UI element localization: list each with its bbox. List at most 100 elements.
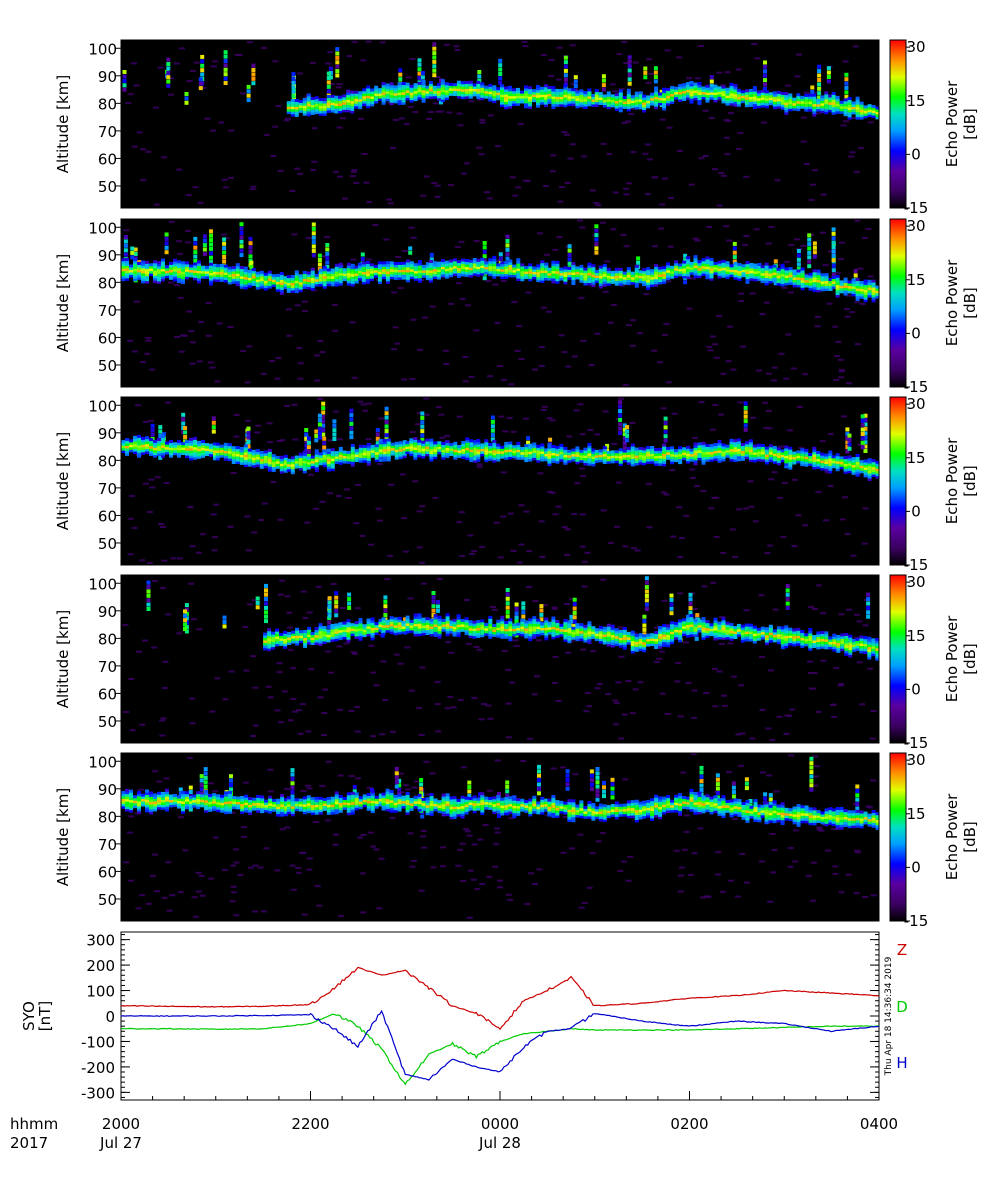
heatmap-cell [625, 182, 632, 185]
heatmap-cell [330, 460, 335, 464]
heatmap-cell [788, 244, 795, 246]
heatmap-cell [335, 86, 342, 89]
heatmap-cell [386, 441, 391, 444]
heatmap-cell [602, 281, 607, 285]
heatmap-cell [326, 275, 331, 279]
heatmap-cell [602, 283, 607, 287]
heatmap-cell [438, 413, 445, 416]
heatmap-cell [420, 424, 425, 429]
heatmap-cell [583, 455, 588, 459]
heatmap-cell [658, 266, 663, 270]
heatmap-cell [581, 155, 587, 158]
heatmap-cell [123, 252, 128, 257]
heatmap-cell [626, 106, 631, 110]
heatmap-cell [393, 85, 398, 89]
heatmap-cell [658, 97, 663, 101]
heatmap-cell [544, 89, 548, 93]
heatmap-cell [165, 451, 169, 455]
heatmap-cell [544, 270, 549, 274]
heatmap-cell [606, 267, 611, 271]
heatmap-cell [453, 45, 460, 48]
heatmap-cell [255, 464, 260, 467]
heatmap-cell [317, 340, 324, 343]
heatmap-cell [130, 255, 135, 260]
heatmap-cell [525, 291, 532, 294]
heatmap-cell [591, 463, 596, 467]
heatmap-cell [713, 443, 718, 446]
heatmap-cell [551, 93, 556, 97]
heatmap-cell [405, 92, 410, 96]
heatmap-cell [197, 445, 201, 449]
heatmap-cell [401, 91, 406, 95]
heatmap-cell [210, 513, 217, 516]
heatmap-cell [791, 545, 798, 547]
heatmap-cell [428, 88, 433, 92]
heatmap-cell [551, 263, 556, 267]
heatmap-cell [571, 98, 576, 102]
heatmap-cell [575, 273, 580, 277]
heatmap-cell [788, 281, 793, 285]
heatmap-cell [729, 269, 734, 273]
heatmap-cell [277, 169, 284, 172]
heatmap-cell [855, 280, 860, 284]
heatmap-cell [601, 87, 606, 92]
heatmap-cell [630, 271, 635, 275]
y-tick-label: 60 [98, 329, 117, 347]
heatmap-cell [306, 93, 311, 97]
heatmap-cell [239, 270, 244, 274]
heatmap-cell [500, 515, 507, 518]
heatmap-cell [674, 454, 679, 458]
heatmap-cell [286, 458, 291, 462]
heatmap-cell [759, 313, 766, 315]
heatmap-cell [161, 454, 165, 458]
heatmap-cell [579, 264, 584, 268]
heatmap-cell [301, 310, 308, 313]
heatmap-cell [630, 453, 635, 457]
heatmap-cell [495, 145, 501, 148]
heatmap-cell [701, 89, 706, 92]
heatmap-cell [788, 267, 793, 271]
heatmap-cell [559, 270, 564, 274]
heatmap-cell [223, 81, 228, 85]
heatmap-cell [405, 76, 412, 79]
heatmap-cell [508, 449, 513, 452]
heatmap-cell [147, 419, 154, 422]
heatmap-cell [432, 93, 437, 97]
heatmap-cell [736, 147, 742, 150]
heatmap-cell [164, 245, 169, 250]
heatmap-cell [551, 96, 556, 99]
heatmap-cell [710, 335, 716, 338]
heatmap-cell [290, 106, 295, 110]
heatmap-cell [642, 102, 647, 105]
heatmap-cell [358, 454, 363, 458]
heatmap-cell [555, 101, 560, 105]
heatmap-cell [129, 272, 133, 275]
heatmap-cell [756, 453, 761, 457]
heatmap-cell [756, 102, 761, 106]
heatmap-cell [749, 267, 754, 271]
heatmap-cell [390, 146, 397, 149]
heatmap-cell [796, 98, 801, 102]
heatmap-cell [429, 252, 434, 257]
heatmap-cell [831, 101, 836, 105]
heatmap-cell [213, 503, 220, 506]
heatmap-cell [532, 91, 536, 95]
heatmap-cell [429, 458, 434, 462]
heatmap-cell [594, 433, 601, 436]
heatmap-cell [812, 271, 817, 275]
heatmap-cell [398, 68, 403, 73]
heatmap-cell [267, 278, 272, 282]
heatmap-cell [330, 463, 335, 467]
heatmap-cell [828, 109, 833, 113]
heatmap-cell [455, 282, 462, 285]
heatmap-cell [670, 101, 675, 104]
heatmap-cell [764, 451, 769, 455]
heatmap-cell [125, 102, 132, 105]
heatmap-cell [405, 274, 410, 278]
heatmap-cell [297, 362, 304, 365]
heatmap-cell [653, 70, 658, 75]
heatmap-cell [468, 262, 473, 266]
heatmap-cell [547, 267, 552, 271]
heatmap-cell [743, 414, 748, 419]
heatmap-cell [634, 269, 639, 273]
